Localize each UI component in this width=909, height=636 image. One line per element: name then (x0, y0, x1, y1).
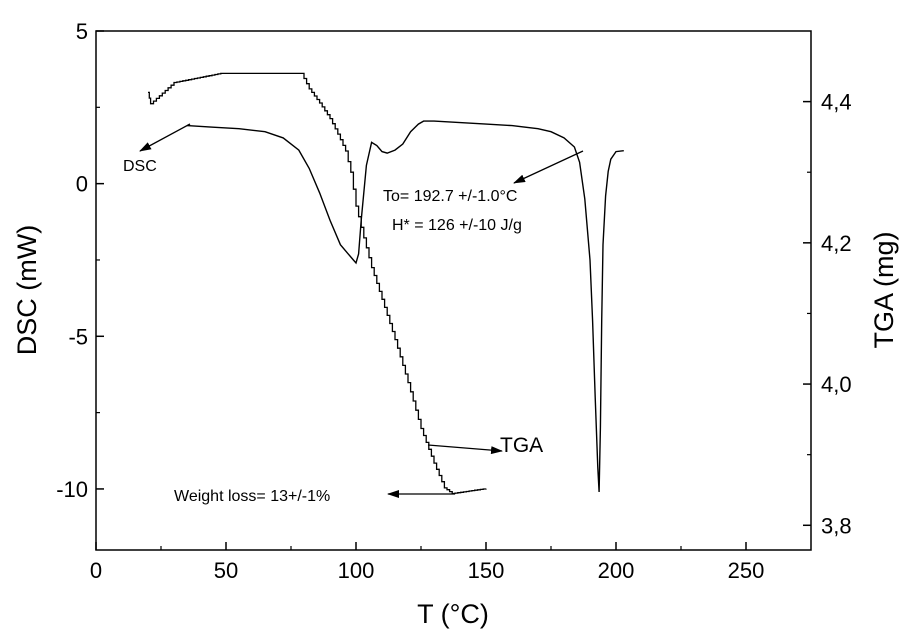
left-tick-label: -10 (56, 477, 88, 502)
right-tick-label: 4,4 (821, 90, 852, 115)
annotation-tga-arrow (427, 444, 503, 455)
annotation-onset-temperature: To= 192.7 +/-1.0°C (383, 188, 517, 205)
x-tick-label: 150 (468, 558, 505, 583)
left-tick-label: 5 (76, 19, 88, 44)
tga-series-line (148, 72, 487, 495)
x-tick-label: 0 (90, 558, 102, 583)
x-tick-label: 200 (598, 558, 635, 583)
right-tick-label: 4,2 (821, 231, 852, 256)
x-tick-label: 50 (214, 558, 238, 583)
annotation-weight-loss: Weight loss= 13+/-1% (174, 488, 330, 505)
right-tick-label: 3,8 (821, 513, 852, 538)
left-axis-ticks: 5 0 -5 -10 (56, 19, 104, 502)
annotation-dsc-label: DSC (123, 158, 157, 175)
x-axis-ticks: 0 50 100 150 200 250 (90, 542, 764, 583)
right-tick-label: 4,0 (821, 372, 852, 397)
annotation-onset-arrow (513, 150, 584, 184)
annotation-dsc-arrow (139, 123, 191, 152)
annotation-tga-label: TGA (500, 434, 543, 457)
left-tick-label: -5 (68, 324, 88, 349)
left-tick-label: 0 (76, 172, 88, 197)
x-tick-label: 100 (338, 558, 375, 583)
right-axis-title: TGA (mg) (869, 231, 899, 348)
x-axis-title: T (°C) (417, 599, 489, 629)
plot-frame (95, 30, 812, 551)
right-axis-ticks: 4,4 4,2 4,0 3,8 (803, 90, 852, 538)
annotation-enthalpy: H* = 126 +/-10 J/g (392, 217, 522, 234)
left-axis-title: DSC (mW) (12, 225, 42, 355)
dsc-series-line (186, 120, 624, 493)
x-tick-label: 250 (728, 558, 765, 583)
